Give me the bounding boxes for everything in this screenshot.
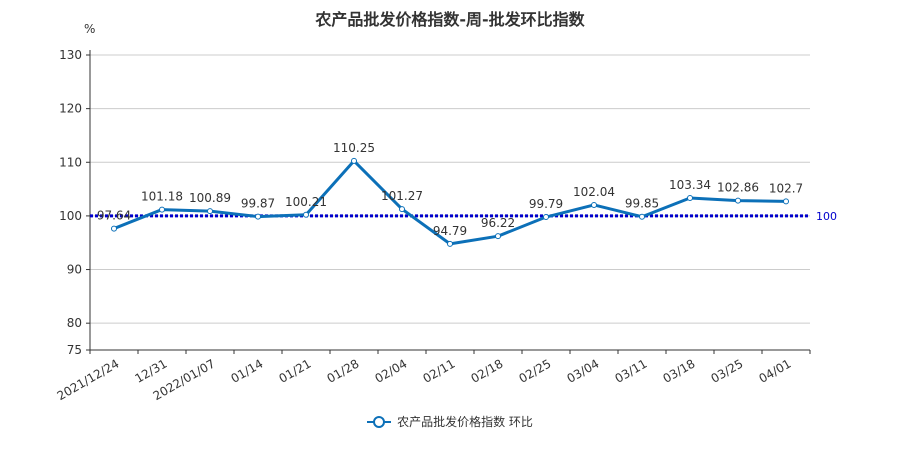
x-tick-label: 03/04 <box>565 356 602 385</box>
x-tick-label: 01/14 <box>229 356 266 385</box>
data-label: 110.25 <box>333 141 375 155</box>
data-label: 94.79 <box>433 224 467 238</box>
data-label: 102.86 <box>717 181 759 195</box>
x-tick-label: 02/18 <box>469 356 506 385</box>
x-tick-label: 01/21 <box>277 356 314 385</box>
data-point <box>351 157 357 164</box>
x-tick-label: 01/28 <box>325 356 362 385</box>
x-tick-label: 02/04 <box>373 356 410 385</box>
data-point <box>543 214 549 221</box>
data-point <box>495 233 501 240</box>
data-point <box>735 197 741 204</box>
data-point <box>255 213 261 220</box>
reference-line-label: 100 <box>816 210 837 223</box>
y-tick-label: 120 <box>59 102 82 116</box>
y-tick-label: 80 <box>67 316 82 330</box>
data-label: 99.79 <box>529 197 563 211</box>
y-tick-label: 100 <box>59 209 82 223</box>
data-label: 101.18 <box>141 190 183 204</box>
data-label: 102.04 <box>573 185 615 199</box>
data-point <box>399 206 405 213</box>
data-label: 100.89 <box>189 191 231 205</box>
data-label: 100.21 <box>285 195 327 209</box>
x-tick-label: 03/18 <box>661 356 698 385</box>
y-tick-label: 75 <box>67 343 82 357</box>
reference-line-group: 100 <box>90 210 837 223</box>
x-tick-label: 04/01 <box>757 356 794 385</box>
y-tick-label: 130 <box>59 48 82 62</box>
x-tick-label: 03/25 <box>709 356 746 385</box>
data-label: 96.22 <box>481 216 515 230</box>
data-point <box>591 201 597 208</box>
data-label: 101.27 <box>381 189 423 203</box>
x-tick-label: 02/11 <box>421 356 458 385</box>
y-axis-unit: % <box>84 22 96 36</box>
y-tick-label: 90 <box>67 263 82 277</box>
y-tick-label: 110 <box>59 155 82 169</box>
data-label: 97.64 <box>97 209 131 223</box>
data-point <box>207 208 213 215</box>
legend: 农产品批发价格指数 环比 <box>0 413 900 431</box>
x-tick-label: 03/11 <box>613 356 650 385</box>
x-tick-label: 12/31 <box>133 356 170 385</box>
data-point <box>783 198 789 205</box>
x-tick-label: 2021/12/24 <box>55 356 122 403</box>
legend-item-series[interactable]: 农产品批发价格指数 环比 <box>367 413 533 430</box>
data-point <box>639 213 645 220</box>
chart-title: 农产品批发价格指数-周-批发环比指数 <box>315 10 585 29</box>
data-label: 99.85 <box>625 197 659 211</box>
data-label: 103.34 <box>669 178 711 192</box>
data-label: 99.87 <box>241 197 275 211</box>
legend-label: 农产品批发价格指数 环比 <box>397 415 533 429</box>
data-label: 102.7 <box>769 181 803 195</box>
data-point <box>447 240 453 247</box>
data-point <box>303 211 309 218</box>
data-point <box>111 225 117 232</box>
x-tick-label: 02/25 <box>517 356 554 385</box>
legend-line-marker-icon <box>367 415 392 428</box>
data-labels: 97.64 101.18 100.89 99.87 100.21 110.25 101.27… <box>97 141 803 238</box>
data-point <box>687 194 693 201</box>
series-group <box>111 157 789 247</box>
data-point <box>159 206 165 213</box>
